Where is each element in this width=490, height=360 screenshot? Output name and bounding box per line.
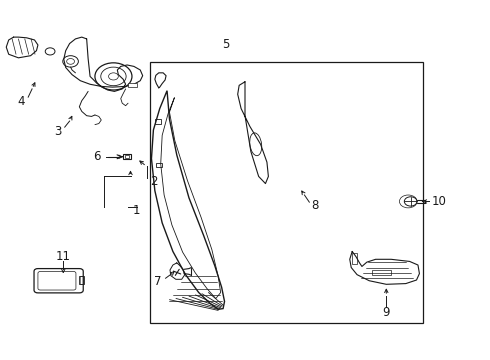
Text: 6: 6 bbox=[93, 150, 100, 163]
Text: 5: 5 bbox=[222, 39, 229, 51]
FancyBboxPatch shape bbox=[34, 269, 83, 293]
Polygon shape bbox=[128, 83, 137, 87]
Text: 2: 2 bbox=[149, 175, 157, 188]
Text: 10: 10 bbox=[432, 195, 446, 208]
Text: 3: 3 bbox=[54, 125, 61, 138]
Text: 9: 9 bbox=[383, 306, 390, 319]
Bar bbox=[150, 62, 423, 323]
Text: 7: 7 bbox=[153, 275, 161, 288]
Text: 4: 4 bbox=[17, 95, 24, 108]
Text: 1: 1 bbox=[133, 204, 141, 217]
FancyBboxPatch shape bbox=[38, 271, 76, 290]
Text: 11: 11 bbox=[56, 250, 71, 263]
Text: 8: 8 bbox=[311, 199, 318, 212]
